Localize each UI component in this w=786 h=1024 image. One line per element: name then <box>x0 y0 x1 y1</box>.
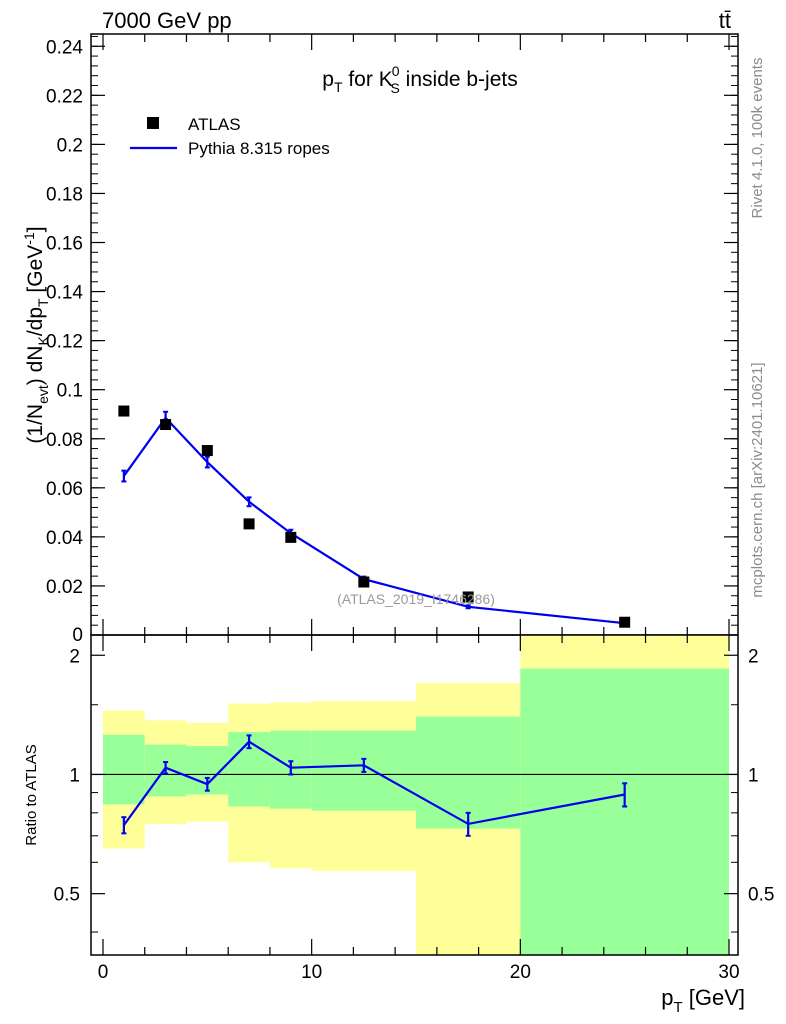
data-point <box>285 531 297 543</box>
x-tick-label: 10 <box>301 962 322 983</box>
ratio-marks <box>121 734 628 837</box>
green-band-bin <box>416 716 521 829</box>
data-point <box>243 518 255 530</box>
ratio-y-label: Ratio to ATLAS <box>23 744 40 845</box>
y-tick-label: 0.04 <box>46 528 83 549</box>
x-axis-label: pT [GeV] <box>661 985 745 1016</box>
ratio-y-tick-label-right: 2 <box>748 646 759 667</box>
mcplots-label: mcplots.cern.ch [arXiv:2401.10621] <box>749 362 766 597</box>
y-tick-label: 0.18 <box>46 184 83 205</box>
mc-line <box>123 416 625 625</box>
data-point <box>462 591 474 603</box>
ratio-frame <box>90 634 739 956</box>
energy-label: 7000 GeV pp <box>102 8 232 33</box>
data-point <box>160 419 172 431</box>
ratio-line <box>123 740 625 826</box>
legend: ATLAS Pythia 8.315 ropes <box>130 115 330 158</box>
y-tick-label: 0.12 <box>46 332 83 353</box>
main-y-axis: 0.02 0.04 0.06 0.08 0.1 0.12 0.14 0.16 0.18 0.2 0.… <box>46 35 738 646</box>
y-tick-label: 0.16 <box>46 234 83 255</box>
ratio-y-tick-label: 0.5 <box>54 885 80 906</box>
main-x-ticks <box>102 34 730 635</box>
y-tick-label-zero: 0 <box>72 625 83 646</box>
rivet-label: Rivet 4.1.0, 100k events <box>749 58 766 219</box>
legend-data-label: ATLAS <box>188 115 241 134</box>
main-marks <box>118 405 631 628</box>
y-tick-label: 0.1 <box>57 381 83 402</box>
y-tick-label: 0.06 <box>46 479 83 500</box>
x-tick-label: 20 <box>510 962 531 983</box>
ratio-y-tick-label: 1 <box>69 765 80 786</box>
y-tick-label: 0.2 <box>57 135 83 156</box>
data-point <box>201 445 213 457</box>
legend-data-marker <box>147 117 159 129</box>
green-band-bin <box>103 734 145 805</box>
ratio-axes: 0.5 0.51 12 20 10 20 30 <box>54 635 774 983</box>
ratio-y-tick-label-right: 0.5 <box>748 885 774 906</box>
legend-mc-label: Pythia 8.315 ropes <box>188 139 330 158</box>
analysis-id-label: (ATLAS_2019_I1746286) <box>337 591 495 607</box>
ratio-y-tick-label: 2 <box>69 646 80 667</box>
main-panel: 0.02 0.04 0.06 0.08 0.1 0.12 0.14 0.16 0.18 0.2 0.… <box>21 33 739 646</box>
y-tick-label: 0.22 <box>46 86 83 107</box>
green-band-bin <box>520 668 729 955</box>
data-point <box>358 576 370 588</box>
y-tick-label: 0.24 <box>46 37 83 58</box>
y-tick-label: 0.02 <box>46 577 83 598</box>
process-label: tt̄ <box>719 8 731 33</box>
x-tick-label: 30 <box>718 962 739 983</box>
data-point <box>619 616 631 628</box>
main-y-label: (1/Nevt) dNK/dpT [GeV-1] <box>21 226 51 443</box>
data-point <box>118 405 130 417</box>
y-tick-label: 0.08 <box>46 430 83 451</box>
y-tick-label: 0.14 <box>46 283 83 304</box>
ratio-y-tick-label-right: 1 <box>748 765 759 786</box>
ratio-panel: 0.5 0.51 12 20 10 20 30 Ratio to ATLAS pT [GeV… <box>23 634 774 1016</box>
chart-title: pT for K0 S inside b-jets <box>322 63 517 96</box>
x-tick-label: 0 <box>98 962 109 983</box>
